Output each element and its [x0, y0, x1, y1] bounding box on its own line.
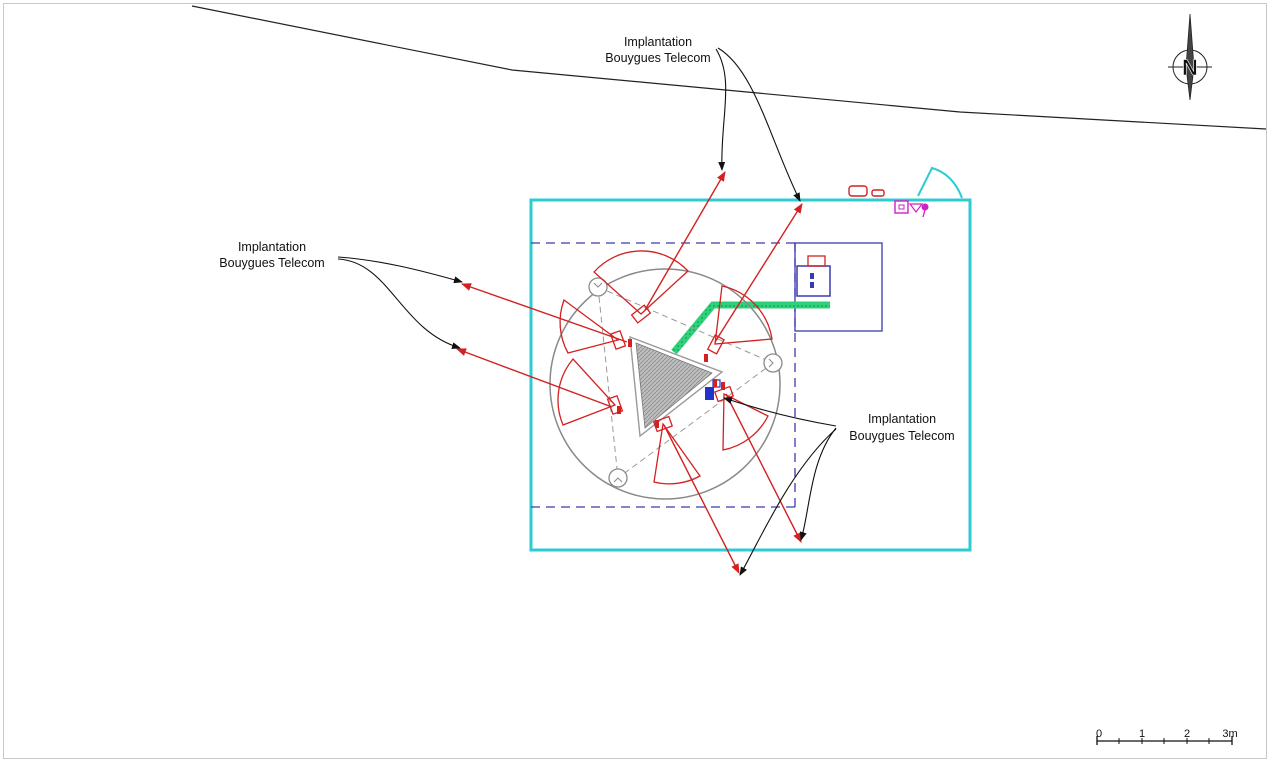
azimuth-arrow	[663, 424, 740, 574]
callout-leader	[337, 256, 463, 284]
antenna-sector	[713, 385, 769, 451]
scale-tick-label: 1	[1139, 728, 1145, 740]
scale-tick-label: 3m	[1222, 728, 1237, 740]
north-letter: N	[1182, 55, 1198, 80]
scale-tick-label: 2	[1184, 728, 1190, 740]
antenna-sector	[559, 298, 627, 354]
callout-leader	[337, 258, 461, 350]
scale-bar: 0 1 2 3m	[1096, 728, 1238, 745]
equipment-area	[794, 242, 883, 332]
drawing-frame	[3, 3, 1267, 759]
road-boundary-line	[191, 5, 1267, 130]
label-line: Bouygues Telecom	[849, 429, 954, 443]
meter-boxes-icon	[848, 185, 885, 197]
azimuth-arrow	[461, 283, 628, 343]
connector-marks	[617, 339, 725, 428]
azimuth-arrow	[714, 203, 803, 343]
callout-leader	[799, 427, 837, 541]
callout-leader	[723, 397, 837, 427]
antenna-sector	[557, 358, 624, 426]
azimuth-arrow	[456, 348, 613, 408]
scale-tick-label: 0	[1096, 728, 1102, 740]
callout-leader	[717, 47, 801, 202]
label-line: Bouygues Telecom	[605, 51, 710, 65]
antenna-sector	[706, 285, 773, 355]
callout-label-right: Implantation Bouygues Telecom	[849, 412, 954, 443]
label-line: Bouygues Telecom	[219, 256, 324, 270]
label-line: Implantation	[238, 240, 306, 254]
electrical-connection-icon	[894, 200, 929, 218]
site-boundary	[529, 198, 972, 552]
equipment-cabinet-icon	[796, 255, 831, 297]
label-line: Implantation	[868, 412, 936, 426]
callout-label-left: Implantation Bouygues Telecom	[219, 240, 324, 270]
cable-tray	[671, 301, 830, 355]
gate-icon	[917, 166, 963, 199]
callout-leader	[739, 428, 837, 576]
antenna-sector	[593, 250, 689, 324]
azimuth-arrow	[644, 171, 726, 311]
azimuth-arrow	[725, 393, 802, 543]
callout-label-top: Implantation Bouygues Telecom	[605, 35, 710, 65]
label-line: Implantation	[624, 35, 692, 49]
pylon-triangle	[629, 335, 724, 438]
callout-leader	[715, 48, 727, 171]
north-arrow-icon: N	[1168, 13, 1212, 101]
